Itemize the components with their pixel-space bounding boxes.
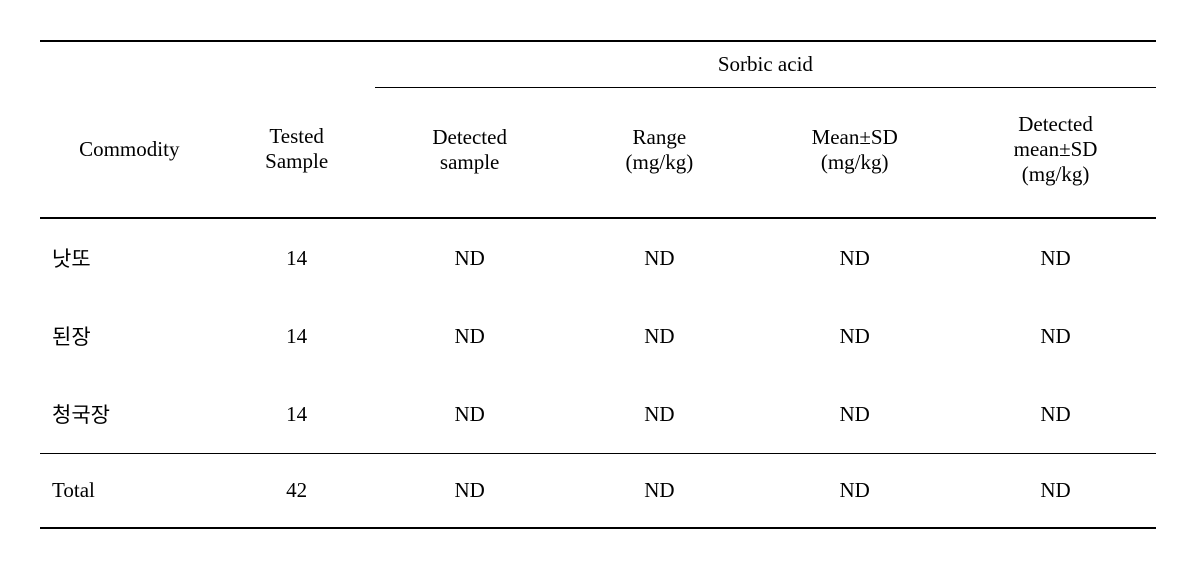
cell-detected: ND <box>375 218 565 297</box>
cell-commodity: Total <box>40 454 219 529</box>
cell-detmean: ND <box>955 375 1156 454</box>
col-header-detected-sample: Detected sample <box>375 88 565 219</box>
cell-range: ND <box>565 454 755 529</box>
col-header-mean: Mean±SD (mg/kg) <box>754 88 955 219</box>
column-header-row: Commodity Tested Sample Detected sample … <box>40 88 1156 219</box>
table-row: 청국장 14 ND ND ND ND <box>40 375 1156 454</box>
cell-commodity: 된장 <box>40 297 219 375</box>
sorbic-acid-table: Sorbic acid Commodity Tested Sample Dete… <box>40 40 1156 529</box>
cell-mean: ND <box>754 297 955 375</box>
cell-range: ND <box>565 297 755 375</box>
cell-commodity: 청국장 <box>40 375 219 454</box>
group-header-sorbic-acid: Sorbic acid <box>375 41 1156 85</box>
col-header-detected-l1: Detected <box>432 125 507 149</box>
group-header-row: Sorbic acid <box>40 41 1156 85</box>
table-row: 된장 14 ND ND ND ND <box>40 297 1156 375</box>
cell-detmean: ND <box>955 454 1156 529</box>
col-header-range: Range (mg/kg) <box>565 88 755 219</box>
col-header-detmean-l3: (mg/kg) <box>1022 162 1090 186</box>
cell-detected: ND <box>375 375 565 454</box>
col-header-mean-l1: Mean±SD <box>812 125 898 149</box>
cell-detmean: ND <box>955 218 1156 297</box>
blank-cell <box>40 41 219 85</box>
blank-cell <box>219 41 375 85</box>
cell-tested: 14 <box>219 375 375 454</box>
table-row: 낫또 14 ND ND ND ND <box>40 218 1156 297</box>
cell-detected: ND <box>375 297 565 375</box>
cell-mean: ND <box>754 218 955 297</box>
cell-range: ND <box>565 218 755 297</box>
col-header-detmean: Detected mean±SD (mg/kg) <box>955 88 1156 219</box>
col-header-range-l1: Range <box>633 125 687 149</box>
col-header-tested-l1: Tested <box>269 124 324 148</box>
col-header-tested-l2: Sample <box>265 149 328 173</box>
cell-range: ND <box>565 375 755 454</box>
cell-commodity: 낫또 <box>40 218 219 297</box>
cell-tested: 14 <box>219 297 375 375</box>
col-header-mean-l2: (mg/kg) <box>821 150 889 174</box>
col-header-commodity: Commodity <box>40 88 219 219</box>
cell-tested: 14 <box>219 218 375 297</box>
col-header-range-l2: (mg/kg) <box>626 150 694 174</box>
total-row: Total 42 ND ND ND ND <box>40 454 1156 529</box>
col-header-detmean-l1: Detected <box>1018 112 1093 136</box>
cell-detmean: ND <box>955 297 1156 375</box>
cell-mean: ND <box>754 454 955 529</box>
col-header-detected-l2: sample <box>440 150 499 174</box>
col-header-detmean-l2: mean±SD <box>1014 137 1098 161</box>
cell-mean: ND <box>754 375 955 454</box>
col-header-tested-sample: Tested Sample <box>219 88 375 219</box>
cell-tested: 42 <box>219 454 375 529</box>
cell-detected: ND <box>375 454 565 529</box>
